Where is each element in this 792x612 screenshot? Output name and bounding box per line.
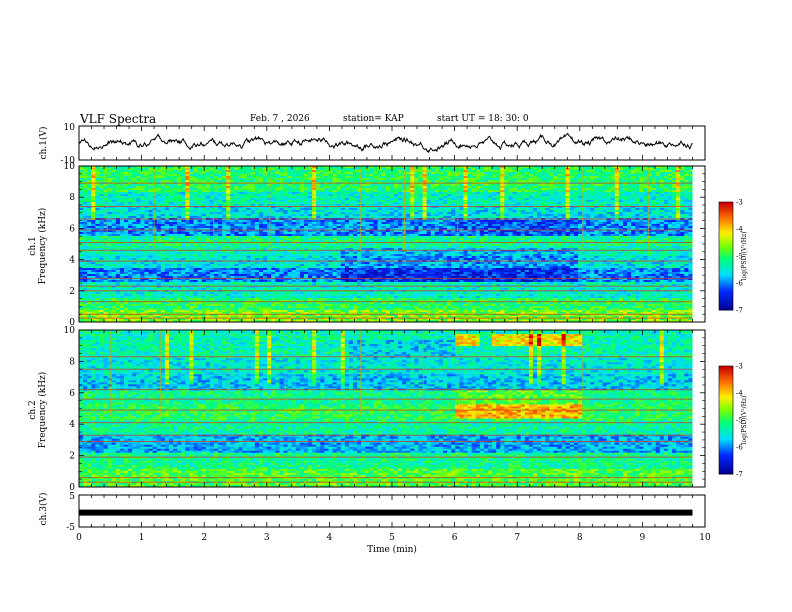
ch1-waveform-panel (79, 134, 693, 153)
figure: 10-10024681002468105-50 1 2 3 4 5 6 7 8 9 10Time (… (0, 0, 792, 612)
ch1-waveform-line (79, 134, 693, 153)
ch1-spectrogram-panel (79, 166, 705, 322)
